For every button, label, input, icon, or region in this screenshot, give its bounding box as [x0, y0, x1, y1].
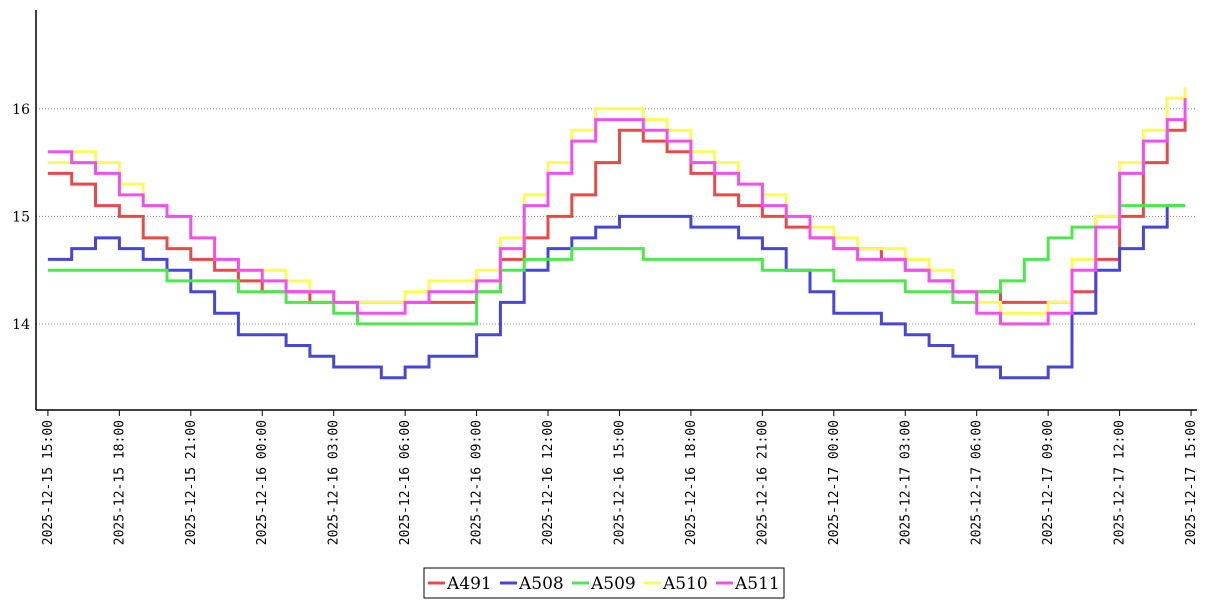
x-tick-label: 2025-12-17 12:00 [1113, 420, 1128, 545]
x-tick-label: 2025-12-16 06:00 [398, 420, 413, 545]
x-tick-label: 2025-12-17 15:00 [1184, 420, 1199, 545]
legend-label-a510: A510 [662, 574, 708, 594]
x-tick-label: 2025-12-16 18:00 [684, 420, 699, 545]
legend-label-a491: A491 [446, 574, 492, 594]
x-tick-label: 2025-12-17 00:00 [827, 420, 842, 545]
legend-label-a509: A509 [590, 574, 636, 594]
x-tick-label: 2025-12-16 12:00 [541, 420, 556, 545]
series-line-a511 [47, 98, 1187, 326]
y-tick-label: 15 [12, 209, 30, 225]
x-tick-label: 2025-12-16 15:00 [612, 420, 627, 545]
x-tick-label: 2025-12-15 18:00 [112, 420, 127, 545]
x-tick-label: 2025-12-16 09:00 [470, 420, 485, 545]
series-line-a491 [47, 119, 1187, 304]
x-tick-label: 2025-12-15 15:00 [41, 420, 56, 545]
y-tick-label: 16 [12, 102, 30, 118]
series-line-a508 [47, 204, 1186, 380]
y-tick-label: 14 [12, 317, 30, 333]
x-tick-label: 2025-12-17 06:00 [970, 420, 985, 545]
series-line-a510 [47, 87, 1187, 315]
x-tick-label: 2025-12-15 21:00 [184, 420, 199, 545]
x-tick-label: 2025-12-16 21:00 [755, 420, 770, 545]
series-line-a509 [47, 204, 1186, 326]
axes: 14 15 16 2025-12-15 15:00 2025-12-15 18:00 20… [12, 10, 1199, 545]
legend: A491 A508 A509 A510 A511 [423, 567, 785, 599]
x-tick-label: 2025-12-17 03:00 [898, 420, 913, 545]
x-tick-label: 2025-12-16 00:00 [255, 420, 270, 545]
x-tick-label: 2025-12-16 03:00 [327, 420, 342, 545]
legend-label-a511: A511 [734, 574, 780, 594]
x-tick-label: 2025-12-17 09:00 [1041, 420, 1056, 545]
legend-label-a508: A508 [518, 574, 564, 594]
series-lines [47, 87, 1187, 380]
